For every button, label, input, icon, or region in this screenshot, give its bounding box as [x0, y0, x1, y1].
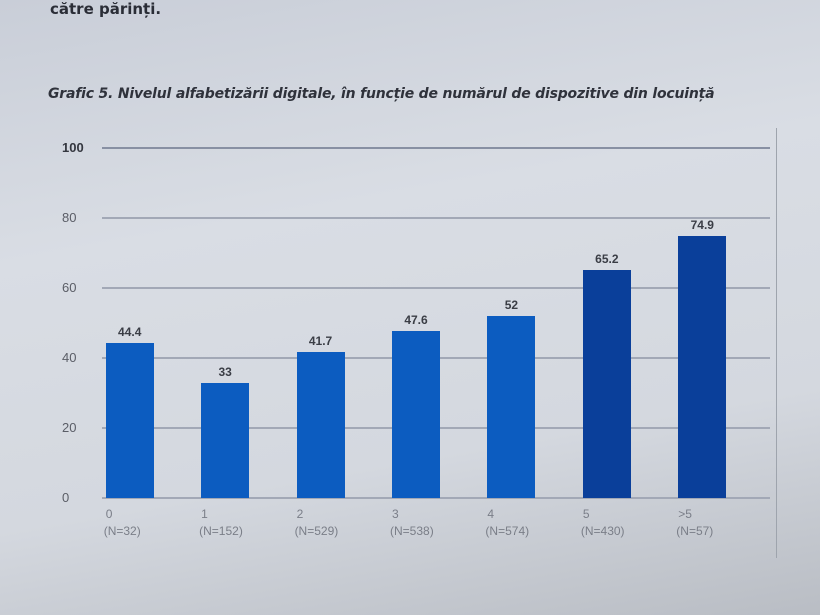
x-axis-category-label: 3 (N=538): [390, 507, 434, 538]
bar-value-label: 41.7: [308, 334, 333, 349]
gridline-0: [102, 497, 770, 499]
bar-value-label: 65.2: [595, 251, 619, 266]
bar->5: [678, 235, 727, 498]
y-axis-tick-label: 100: [62, 140, 84, 155]
bar-0: [105, 342, 154, 498]
bar-value-label: 44.4: [118, 324, 142, 339]
bar-3: [392, 331, 440, 498]
bar-2: [296, 352, 345, 498]
bar-value-label: 74.9: [690, 217, 714, 232]
chart-title: Grafic 5. Nivelul alfabetizării digitale…: [48, 86, 715, 102]
bar-4: [487, 316, 536, 498]
x-axis-category-label: 4 (N=574): [485, 507, 530, 538]
x-axis-category-label: >5 (N=57): [676, 507, 714, 538]
x-axis-category-label: 2 (N=529): [294, 507, 339, 538]
preceding-paragraph-text: către părinți.: [50, 0, 162, 18]
x-axis-category-label: 5 (N=430): [580, 507, 625, 538]
gridline-60: [102, 287, 770, 289]
gridline-80: [102, 217, 770, 219]
gridline-100: [102, 147, 770, 149]
y-axis-tick-label: 20: [62, 420, 77, 435]
bar-1: [201, 382, 250, 498]
bar-chart: 0 20 40 60 80 100 44.4 0 (N=32) 33 1 (N=152) 41.7 2 (N…: [46, 128, 777, 558]
x-axis-category-label: 0 (N=32): [103, 507, 141, 538]
y-axis-tick-label: 40: [62, 350, 77, 365]
y-axis-tick-label: 0: [62, 490, 70, 505]
plot-area: 0 20 40 60 80 100 44.4 0 (N=32) 33 1 (N=152) 41.7 2 (N…: [62, 140, 770, 538]
bar-value-label: 52: [504, 298, 519, 312]
x-axis-category-label: 1 (N=152): [199, 507, 243, 538]
y-axis-tick-label: 80: [62, 210, 77, 225]
y-axis-tick-label: 60: [62, 280, 77, 295]
bar-value-label: 33: [218, 364, 232, 379]
bar-5: [582, 269, 631, 498]
bar-value-label: 47.6: [404, 313, 428, 328]
